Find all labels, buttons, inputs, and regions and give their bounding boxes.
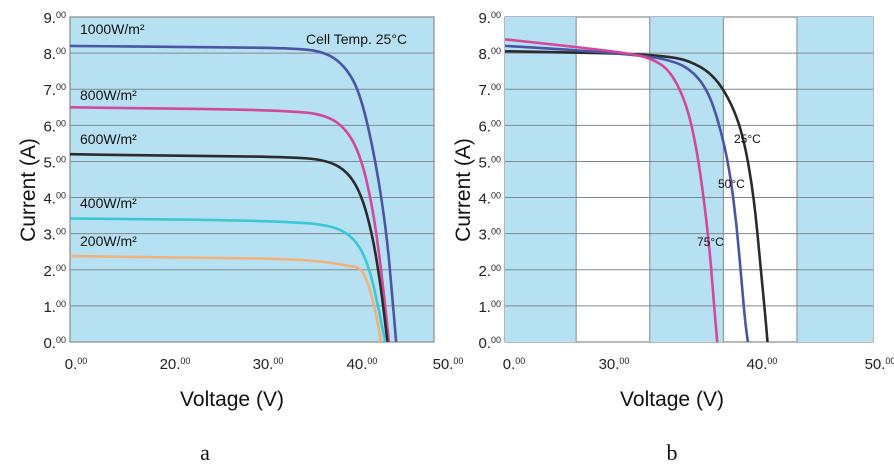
chart-b-y-tick-label: 1.00 <box>478 299 501 316</box>
chart-b-y-tick-label: 3.00 <box>478 227 501 244</box>
chart-a-series-label: 600W/m² <box>80 131 137 147</box>
chart-b-y-tick-label: 8.00 <box>478 46 501 63</box>
chart-b-y-tick-label: 7.00 <box>478 82 501 99</box>
chart-b-series <box>504 38 769 343</box>
chart-a-y-axis-label: Current (A) <box>17 138 40 242</box>
chart-b-band <box>796 17 873 342</box>
chart-b-band <box>505 17 577 342</box>
chart-b-y-tick-label: 2.00 <box>478 263 501 280</box>
chart-b-series-labels: 25°C 50°C 75°C <box>697 132 761 249</box>
chart-a-series-label: 1000W/m² <box>80 21 145 37</box>
chart-b-x-axis-label: Voltage (V) <box>620 388 724 411</box>
chart-a-y-tick-label: 4.00 <box>43 191 66 208</box>
chart-a-series <box>69 44 398 343</box>
chart-a-y-tick-label: 7.00 <box>43 82 66 99</box>
chart-a-series-line <box>69 44 398 343</box>
chart-a-series-label: 800W/m² <box>80 87 137 103</box>
chart-b-y-tick-label: 0.00 <box>478 335 501 352</box>
chart-a-x-tick-label: 40.00 <box>347 356 378 373</box>
chart-b-x-tick-label: 0.00 <box>503 356 526 373</box>
chart-a-x-tick-label: 20.00 <box>160 356 191 373</box>
chart-a-series-line <box>69 254 383 343</box>
chart-b-bands <box>505 17 873 342</box>
chart-a-y-tick-label: 2.00 <box>43 263 66 280</box>
chart-a-x-tick-label: 50.00 <box>433 356 464 373</box>
chart-a-y-tick-label: 1.00 <box>43 299 66 316</box>
chart-a-y-tick-label: 8.00 <box>43 46 66 63</box>
chart-b-series-label: 25°C <box>734 132 761 146</box>
chart-a-y-ticks: 0.00 1.00 2.00 3.00 4.00 5.00 6.00 7.00 8.00 9.00 <box>43 10 66 352</box>
chart-b-band <box>649 17 724 342</box>
chart-a-x-axis-label: Voltage (V) <box>180 388 284 411</box>
chart-b-x-ticks: 0.00 30.00 40.00 50.00 <box>503 356 894 373</box>
chart-a-note: Cell Temp. 25°C <box>306 31 407 47</box>
chart-a-series-line <box>69 152 389 343</box>
chart-b-series-label: 50°C <box>718 177 745 191</box>
chart-a-series-line <box>69 105 391 343</box>
chart-a-series-line <box>69 217 387 343</box>
chart-b-series-label: 75°C <box>697 235 724 249</box>
chart-b-y-ticks: 0.00 1.00 2.00 3.00 4.00 5.00 6.00 7.00 8.00 9.00 <box>478 10 501 352</box>
chart-a-series-labels: 1000W/m² 800W/m² 600W/m² 400W/m² 200W/m² <box>80 21 145 249</box>
chart-a-y-tick-label: 0.00 <box>43 335 66 352</box>
chart-b-y-tick-label: 5.00 <box>478 154 501 171</box>
chart-a-y-tick-label: 5.00 <box>43 154 66 171</box>
chart-a-y-tick-label: 6.00 <box>43 118 66 135</box>
chart-b-y-axis-label: Current (A) <box>452 138 475 242</box>
chart-b-y-tick-label: 4.00 <box>478 191 501 208</box>
chart-a-x-tick-label: 0.00 <box>65 356 88 373</box>
chart-b-grid <box>505 17 873 342</box>
chart-a-y-tick-label: 9.00 <box>43 10 66 27</box>
chart-b-y-tick-label: 6.00 <box>478 118 501 135</box>
chart-a-caption: a <box>200 440 210 465</box>
chart-b-series-line <box>504 38 719 343</box>
chart-a-series-label: 200W/m² <box>80 233 137 249</box>
chart-a-x-tick-label: 30.00 <box>253 356 284 373</box>
chart-a-y-tick-label: 3.00 <box>43 227 66 244</box>
chart-b-x-tick-label: 40.00 <box>747 356 778 373</box>
chart-b-y-tick-label: 9.00 <box>478 10 501 27</box>
chart-b-x-tick-label: 30.00 <box>599 356 630 373</box>
chart-b-x-tick-label: 50.00 <box>865 356 894 373</box>
chart-a: 0.00 1.00 2.00 3.00 4.00 5.00 6.00 7.00 8.00 9.00… <box>17 10 463 465</box>
chart-b: 0.00 1.00 2.00 3.00 4.00 5.00 6.00 7.00 8.00 9.00… <box>452 10 894 465</box>
chart-a-x-ticks: 0.00 20.00 30.00 40.00 50.00 <box>65 356 464 373</box>
chart-a-series-label: 400W/m² <box>80 195 137 211</box>
chart-b-caption: b <box>667 440 678 465</box>
